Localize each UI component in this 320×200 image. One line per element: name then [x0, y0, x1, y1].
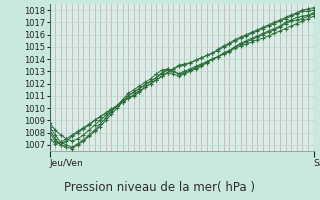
Text: Pression niveau de la mer( hPa ): Pression niveau de la mer( hPa ) — [65, 181, 255, 194]
